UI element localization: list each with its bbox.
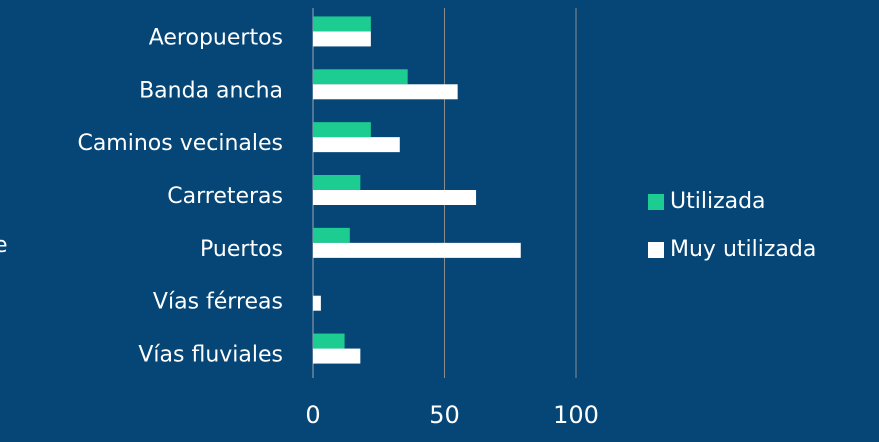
bar [313,227,350,243]
bar [313,242,521,258]
legend-label: Utilizada [670,189,766,214]
bar [313,122,371,138]
y-tick-label: Aeropuertos [149,25,283,50]
y-tick-label: Vías fluviales [138,343,283,368]
bar [313,333,345,349]
legend-swatch [648,194,664,210]
y-tick-label: Vías férreas [153,290,283,315]
y-tick-label: Carreteras [167,184,283,209]
bar [313,137,400,153]
y-tick-label: Puertos [200,237,283,262]
x-tick-label: 50 [429,401,460,429]
bar [313,31,371,47]
x-tick-label: 0 [305,401,320,429]
bar [313,16,371,32]
bar [313,84,458,100]
axis-title: e [0,233,8,258]
bar [313,348,361,364]
bar [313,190,477,205]
bar [313,69,408,85]
legend-swatch [648,242,664,258]
y-tick-label: Caminos vecinales [77,131,283,156]
bar [313,175,361,190]
legend-label: Muy utilizada [670,237,816,262]
x-tick-label: 100 [553,401,599,429]
y-tick-label: Banda ancha [139,78,283,103]
bar [313,295,321,311]
